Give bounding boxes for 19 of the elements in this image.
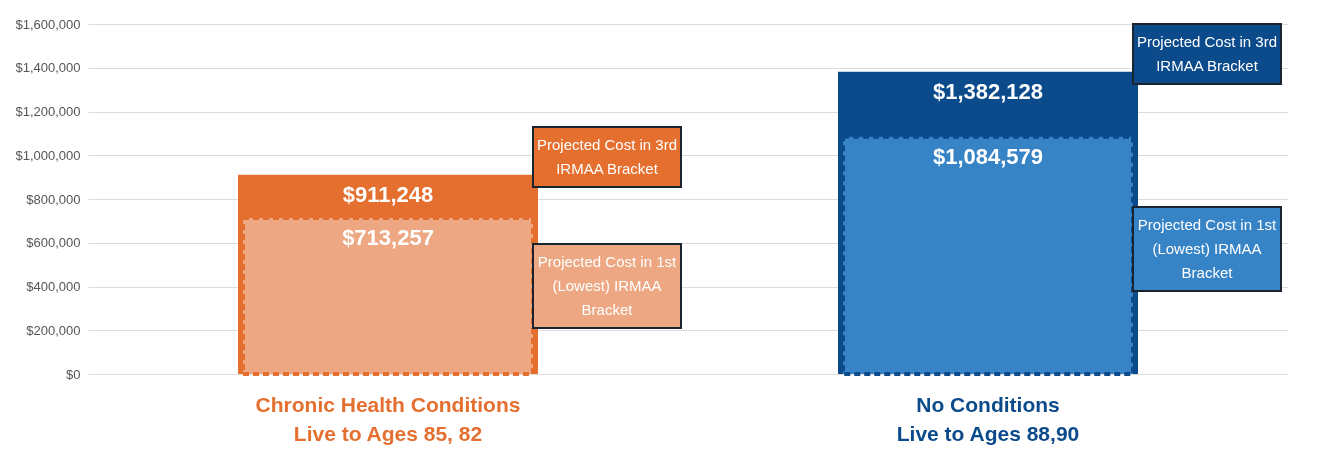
- x-tick-label: Chronic Health Conditions Live to Ages 85, 82: [255, 392, 521, 445]
- y-tick-label: $1,400,000: [15, 60, 81, 76]
- callout-box: Projected Cost in 3rd IRMAA Bracket: [1132, 22, 1282, 85]
- y-tick-label: $200,000: [26, 322, 81, 338]
- data-label: $713,257: [342, 224, 434, 250]
- y-tick-label: $1,000,000: [15, 147, 81, 163]
- y-tick-label: $600,000: [26, 235, 81, 251]
- callout-box: Projected Cost in 1st (Lowest) IRMAA Bracket: [532, 242, 682, 329]
- y-tick-label: $400,000: [26, 279, 81, 294]
- callout-box: Projected Cost in 1st (Lowest) IRMAA Bracket: [1132, 206, 1282, 293]
- y-tick-label: $800,000: [26, 191, 81, 207]
- data-label: $1,382,128: [932, 78, 1044, 104]
- data-label: $911,248: [342, 181, 434, 207]
- y-tick-label: $0: [66, 366, 81, 382]
- callout-box: Projected Cost in 3rd IRMAA Bracket: [532, 125, 682, 188]
- x-tick-label: No Conditions Live to Ages 88,90: [896, 392, 1080, 445]
- y-tick-label: $1,600,000: [15, 16, 81, 32]
- data-label: $1,084,579: [932, 143, 1044, 169]
- y-tick-label: $1,200,000: [15, 104, 81, 119]
